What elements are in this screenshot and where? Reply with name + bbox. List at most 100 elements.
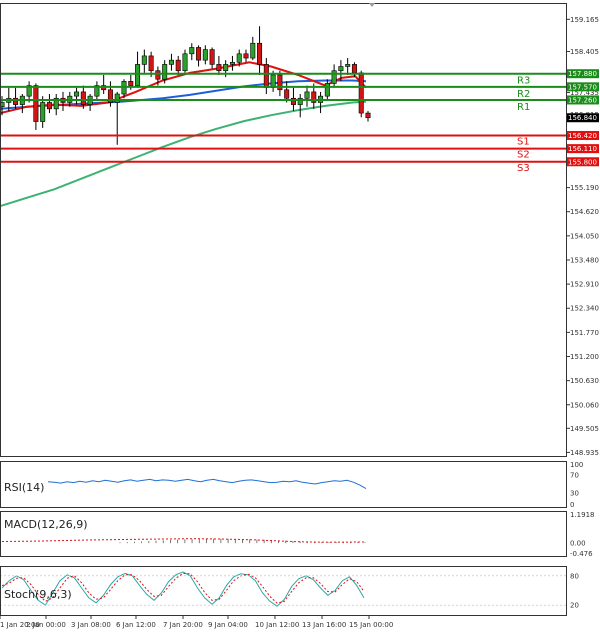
price-tick-label: 154.050 <box>570 232 599 240</box>
candle-bear <box>263 64 269 88</box>
pane-frame <box>0 461 567 508</box>
rsi-pane: 100 70 30 0 <box>47 461 583 509</box>
candle-bear <box>80 91 86 105</box>
price-tag <box>566 69 599 79</box>
candle-bull <box>182 53 188 72</box>
price-tick-label: 152.910 <box>570 281 599 289</box>
pivot-levels: R3 R2 R1 S1 S2 S3 <box>0 72 566 174</box>
level-label-r2: R2 <box>517 89 530 100</box>
candle-bear <box>196 47 202 61</box>
candle-bear <box>13 97 19 105</box>
candle-bull <box>297 97 303 105</box>
candle-bull <box>270 74 276 88</box>
candle-bull <box>229 61 235 65</box>
macd-label: MACD(12,26,9) <box>4 518 88 531</box>
time-tick-label: 1 Jan 20:00 <box>0 621 40 629</box>
candle-bull <box>202 49 208 61</box>
time-tick-label: 15 Jan 00:00 <box>349 621 393 629</box>
pane-frame <box>0 511 567 557</box>
price-tag <box>566 113 599 123</box>
price-tick-label: 157.435 <box>570 89 599 97</box>
price-tick-label: 158.405 <box>570 48 599 56</box>
time-tick-label: 6 Jan 12:00 <box>116 621 156 629</box>
candle-bear <box>155 70 161 80</box>
price-tag-label: 157.260 <box>568 96 597 104</box>
candle-bear <box>257 42 263 65</box>
candle-bear <box>46 102 52 110</box>
macd-tick-label: 1.1918 <box>570 511 595 519</box>
candle-bear <box>243 53 249 59</box>
candle-bear <box>290 97 296 105</box>
rsi-tick-label: 30 <box>570 490 579 498</box>
main-price-pane <box>0 26 371 208</box>
price-tick-label: 151.200 <box>570 353 599 361</box>
price-tag-label: 156.420 <box>568 132 597 140</box>
level-label-s2: S2 <box>517 150 530 161</box>
rsi-line <box>47 478 367 490</box>
price-tick-label: 155.190 <box>570 184 599 192</box>
moving-average-long-line <box>0 100 367 208</box>
candle-bear <box>107 89 113 103</box>
candle-bear <box>358 72 364 114</box>
candle-bull <box>26 85 32 97</box>
price-tag-label: 157.880 <box>568 70 597 78</box>
price-tag <box>566 144 599 154</box>
price-tag <box>566 82 599 92</box>
price-tick-label: 159.165 <box>570 16 599 24</box>
stoch-label: Stoch(9,6,3) <box>4 588 72 601</box>
price-tag <box>566 95 599 105</box>
candle-bear <box>365 112 371 119</box>
candle-bull <box>40 102 46 122</box>
candle-bull <box>345 64 351 67</box>
pane-frame <box>0 3 567 457</box>
price-tag-label: 156.840 <box>568 114 597 122</box>
candle-bull <box>168 59 174 65</box>
candle-bull <box>304 91 310 99</box>
price-tick-label: 151.770 <box>570 329 599 337</box>
rsi-tick-label: 100 <box>570 461 583 469</box>
candle-bull <box>324 83 330 97</box>
candle-bear <box>351 64 357 74</box>
price-tick-label: 152.340 <box>570 305 599 313</box>
time-axis: 1 Jan 20:002 Jan 00:00 3 Jan 08:00 6 Jan 1… <box>0 615 393 629</box>
price-axis: 159.165 158.405 157.880 157.570157.435157.2… <box>566 16 599 457</box>
stoch-k-line <box>1 571 365 607</box>
macd-signal-line <box>1 538 365 543</box>
rsi-tick-label: 0 <box>570 501 574 509</box>
level-label-r3: R3 <box>517 76 530 87</box>
price-tick-label: 150.060 <box>570 401 599 409</box>
pane-frame <box>0 566 567 616</box>
price-tag-label: 157.570 <box>568 83 597 91</box>
rsi-tick-label: 70 <box>570 471 579 479</box>
candle-bear <box>284 89 290 99</box>
time-tick-label: 3 Jan 08:00 <box>71 621 111 629</box>
rsi-label: RSI(14) <box>4 481 44 494</box>
time-tick-label: 10 Jan 12:00 <box>255 621 299 629</box>
price-tag <box>566 131 599 141</box>
candle-bear <box>33 85 39 122</box>
stoch-d-line <box>1 572 365 604</box>
time-tick-label: 2 Jan 00:00 <box>26 621 66 629</box>
candle-bull <box>94 85 100 97</box>
candle-bull <box>0 102 5 108</box>
price-tick-label: 154.620 <box>570 208 599 216</box>
level-label-r1: R1 <box>517 102 530 113</box>
price-tag-label: 156.110 <box>568 145 597 153</box>
stoch-tick-label: 80 <box>570 572 579 580</box>
time-tick-label: 7 Jan 20:00 <box>163 621 203 629</box>
price-tag-label: 155.800 <box>568 158 597 166</box>
candle-bull <box>338 66 344 72</box>
candle-bull <box>53 97 59 110</box>
candle-bear <box>209 49 215 65</box>
time-tick-label: 9 Jan 04:00 <box>208 621 248 629</box>
candle-bear <box>148 55 154 72</box>
price-tag <box>566 157 599 167</box>
candle-bull <box>135 64 141 86</box>
candle-bull <box>114 93 120 103</box>
candle-bull <box>223 64 229 72</box>
candle-bull <box>236 53 242 63</box>
price-tick-label: 149.505 <box>570 425 599 433</box>
candle-bear <box>216 64 222 72</box>
candle-bull <box>189 47 195 55</box>
